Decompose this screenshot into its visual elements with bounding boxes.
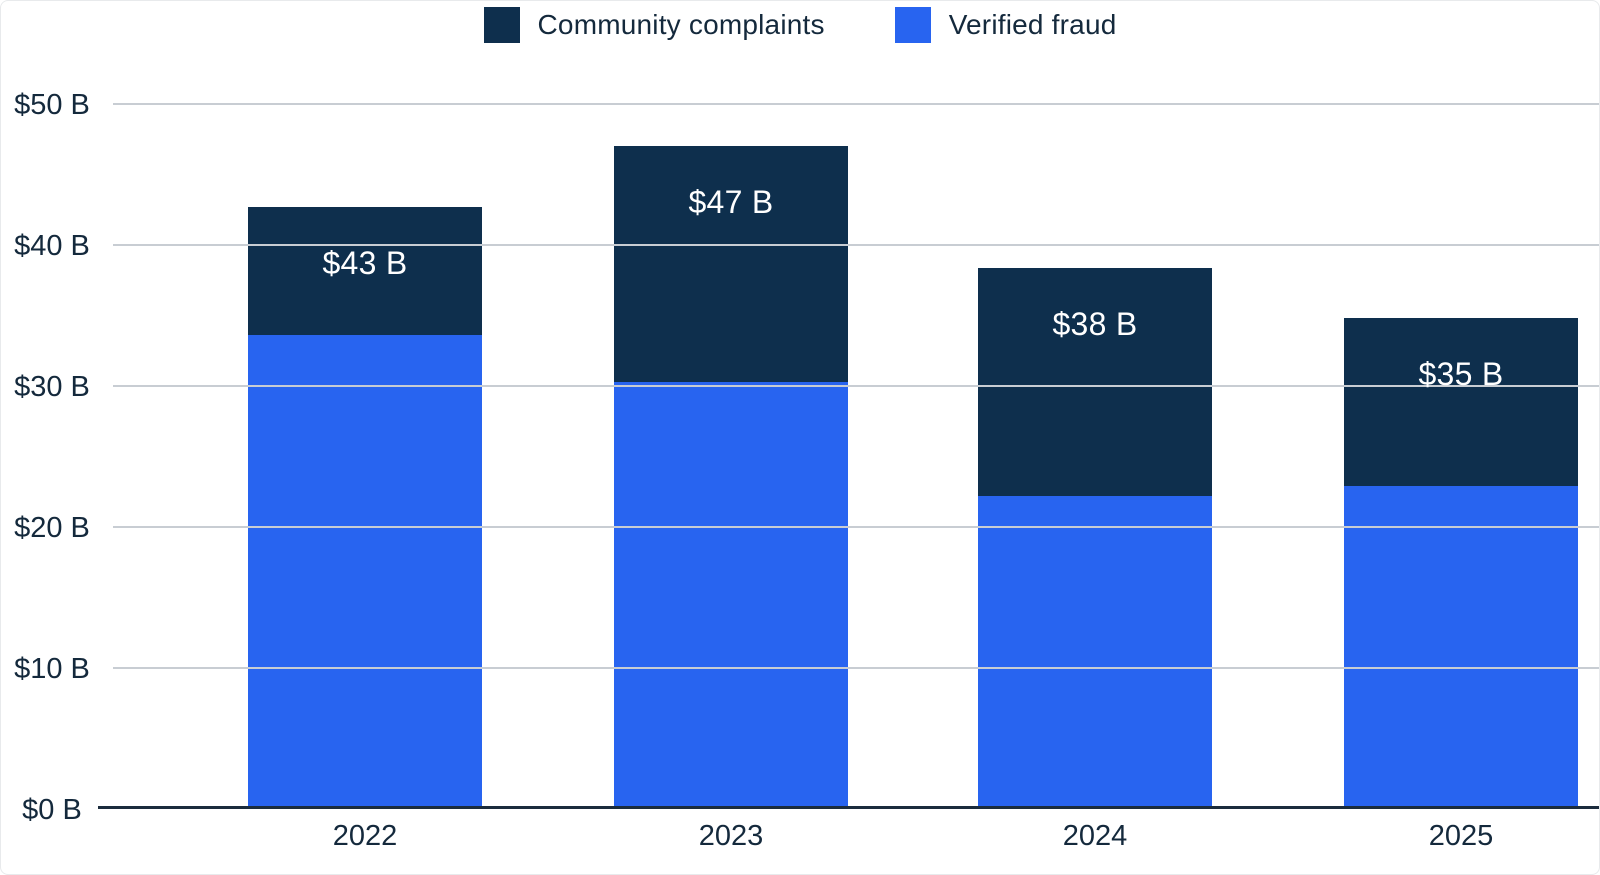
x-axis-label: 2022 <box>332 820 398 852</box>
x-axis-label: 2024 <box>1062 820 1128 852</box>
x-axis-label: 2025 <box>1428 820 1494 852</box>
bar-total-label: $47 B <box>688 184 774 221</box>
bar-2023-verified-fraud <box>614 381 848 809</box>
x-axis-baseline <box>98 806 1599 809</box>
legend-label: Community complaints <box>537 9 825 40</box>
y-axis-tick-label: $50 B <box>14 89 90 121</box>
bar-2024-community-complaints <box>978 267 1212 496</box>
y-axis-tick-label: $0 B <box>22 794 82 826</box>
legend-swatch <box>483 7 520 43</box>
legend-item-community-complaints[interactable]: Community complaints <box>483 7 825 43</box>
y-gridline <box>113 244 1599 246</box>
bar-2023-community-complaints <box>614 146 848 382</box>
legend-item-verified-fraud[interactable]: Verified fraud <box>894 7 1117 43</box>
bar-total-label: $38 B <box>1052 305 1138 342</box>
legend-label: Verified fraud <box>948 9 1117 40</box>
y-axis-tick-label: $30 B <box>14 371 90 403</box>
y-gridline <box>113 526 1599 528</box>
chart-legend: Community complaints Verified fraud <box>1 7 1599 43</box>
y-gridline <box>113 103 1599 105</box>
bar-total-label: $43 B <box>322 244 408 281</box>
legend-swatch <box>894 7 931 43</box>
x-axis-label: 2023 <box>698 820 764 852</box>
y-gridline <box>113 385 1599 387</box>
bar-2022-community-complaints <box>248 206 482 336</box>
y-axis-tick-label: $40 B <box>14 230 90 262</box>
bar-2025-community-complaints <box>1344 318 1578 487</box>
bar-2022-verified-fraud <box>248 335 482 809</box>
y-axis-tick-label: $20 B <box>14 512 90 544</box>
y-axis-tick-label: $10 B <box>14 653 90 685</box>
bar-2025-verified-fraud <box>1344 486 1578 809</box>
y-gridline <box>113 667 1599 669</box>
bar-2024-verified-fraud <box>978 495 1212 809</box>
bar-total-label: $35 B <box>1418 356 1504 393</box>
